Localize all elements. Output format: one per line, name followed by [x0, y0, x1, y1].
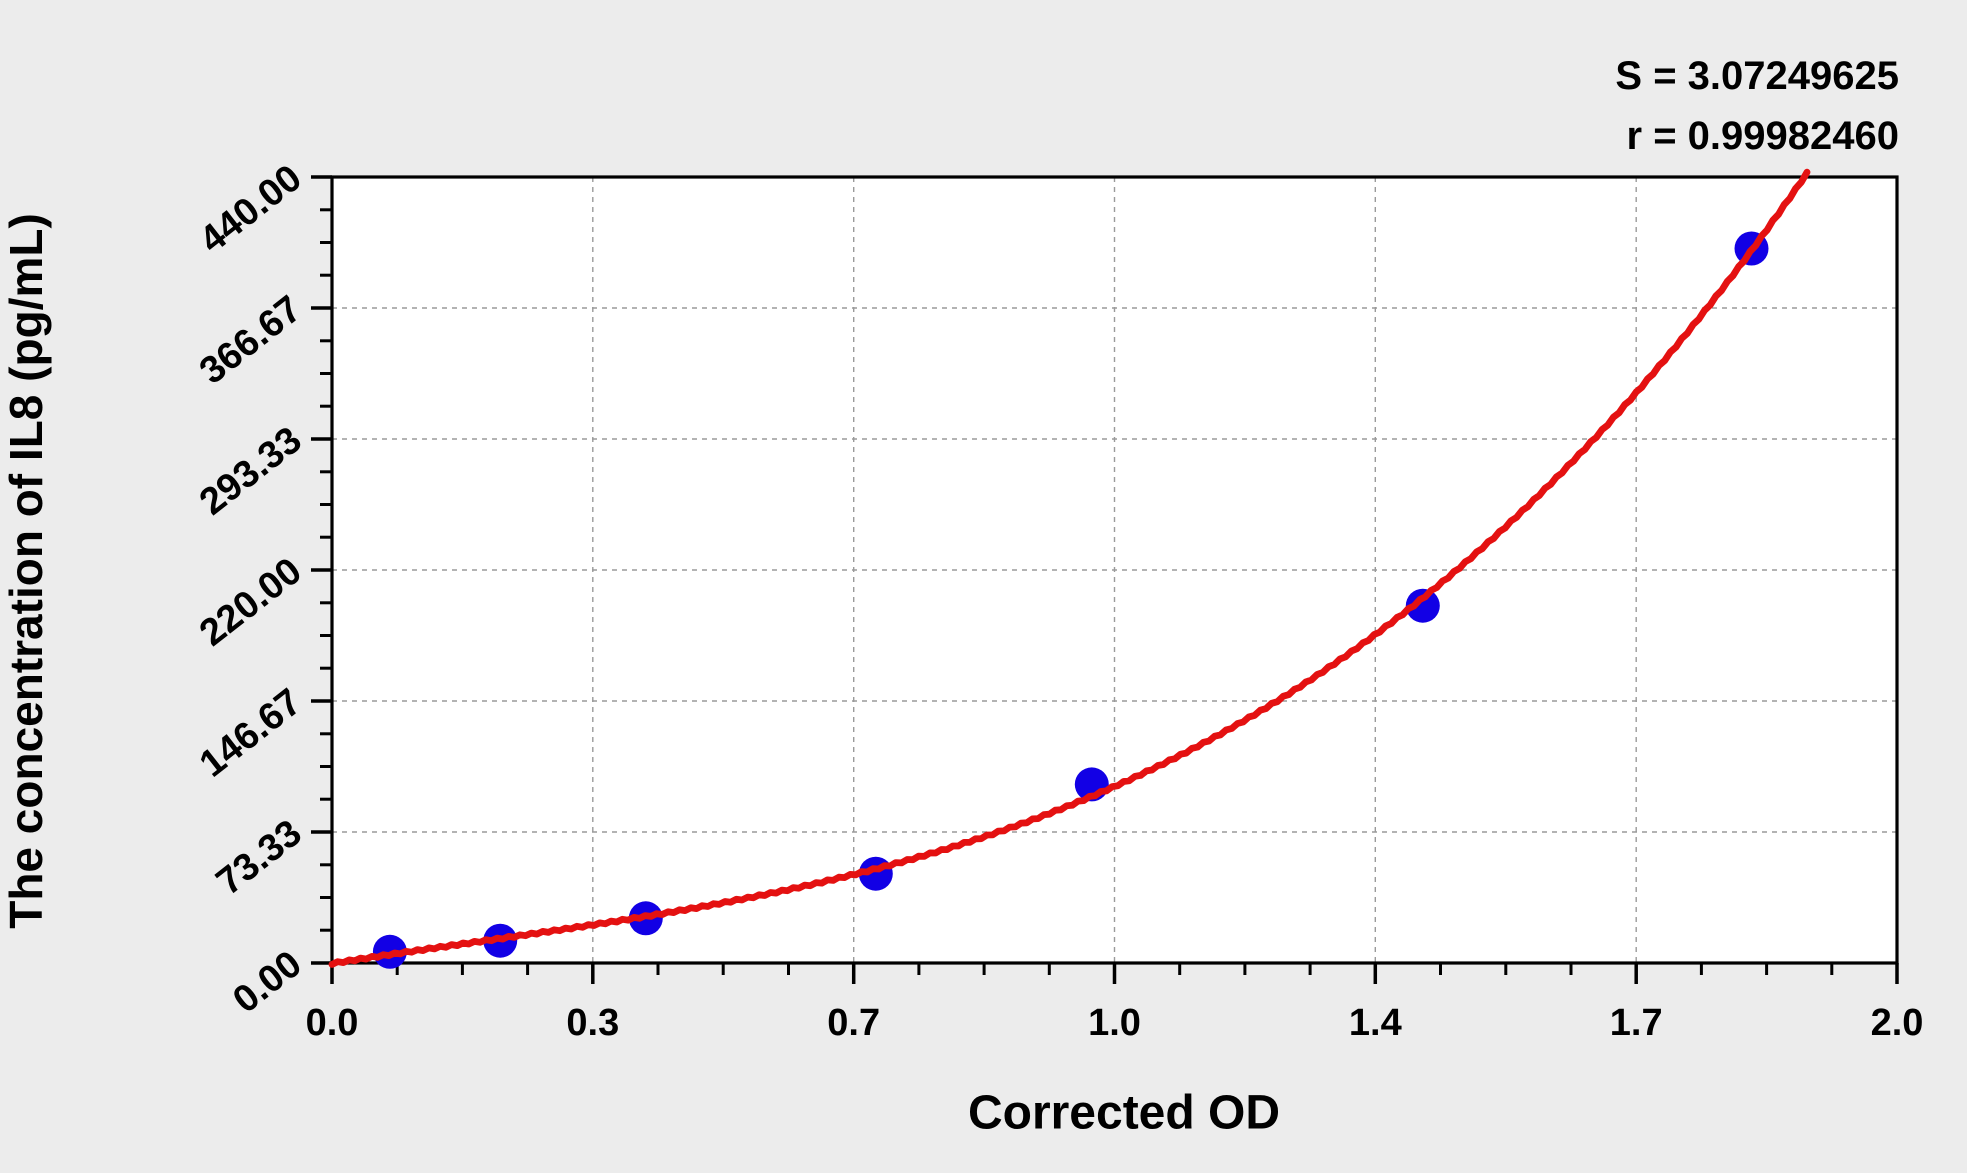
svg-text:0.7: 0.7 — [827, 1002, 880, 1044]
svg-text:1.0: 1.0 — [1088, 1002, 1141, 1044]
svg-text:1.7: 1.7 — [1610, 1002, 1663, 1044]
svg-text:0.00: 0.00 — [225, 943, 309, 1022]
svg-text:2.0: 2.0 — [1871, 1002, 1924, 1044]
svg-text:0.3: 0.3 — [566, 1002, 619, 1044]
svg-text:440.00: 440.00 — [192, 157, 309, 262]
svg-text:220.00: 220.00 — [192, 550, 309, 655]
svg-text:73.33: 73.33 — [209, 812, 310, 904]
svg-text:1.4: 1.4 — [1349, 1002, 1402, 1044]
svg-text:0.0: 0.0 — [306, 1002, 359, 1044]
svg-text:146.67: 146.67 — [192, 681, 309, 786]
svg-text:293.33: 293.33 — [192, 419, 309, 524]
svg-text:366.67: 366.67 — [192, 288, 309, 393]
